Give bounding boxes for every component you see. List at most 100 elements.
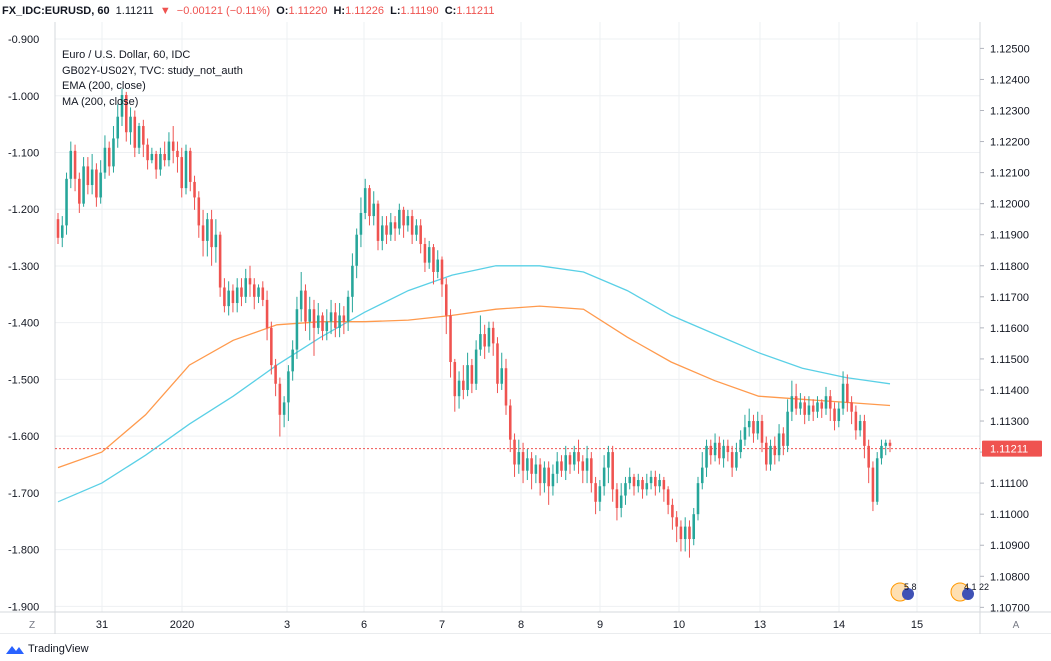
candle-body[interactable] bbox=[645, 483, 649, 490]
candle-body[interactable] bbox=[252, 284, 256, 297]
candle-body[interactable] bbox=[201, 225, 205, 241]
candle-body[interactable] bbox=[90, 169, 94, 186]
candle-body[interactable] bbox=[351, 265, 354, 297]
candle-body[interactable] bbox=[325, 321, 329, 331]
candle-body[interactable] bbox=[526, 458, 529, 471]
candle-body[interactable] bbox=[295, 309, 299, 350]
candle-body[interactable] bbox=[261, 287, 265, 300]
candle-body[interactable] bbox=[210, 219, 213, 248]
candle-body[interactable] bbox=[415, 225, 418, 235]
event-flag-icon[interactable]: 4 1 22 bbox=[950, 582, 989, 602]
candle-body[interactable] bbox=[470, 365, 474, 384]
candle-body[interactable] bbox=[611, 452, 614, 490]
candle-body[interactable] bbox=[581, 461, 585, 471]
candle-body[interactable] bbox=[500, 368, 504, 384]
candle-body[interactable] bbox=[95, 169, 98, 198]
candle-body[interactable] bbox=[641, 480, 644, 490]
candle-body[interactable] bbox=[504, 368, 508, 406]
candle-body[interactable] bbox=[824, 396, 828, 409]
candle-body[interactable] bbox=[799, 402, 802, 409]
candle-body[interactable] bbox=[666, 489, 670, 505]
candle-body[interactable] bbox=[735, 452, 738, 468]
candle-body[interactable] bbox=[423, 244, 427, 263]
candle-body[interactable] bbox=[184, 150, 188, 189]
candle-body[interactable] bbox=[197, 197, 201, 226]
candle-body[interactable] bbox=[240, 287, 243, 297]
candle-body[interactable] bbox=[837, 408, 841, 422]
candle-body[interactable] bbox=[871, 467, 875, 502]
candle-body[interactable] bbox=[858, 421, 862, 431]
legend-ma[interactable]: MA (200, close) bbox=[62, 95, 139, 108]
candle-body[interactable] bbox=[466, 365, 469, 390]
candle-body[interactable] bbox=[86, 166, 90, 186]
candle-body[interactable] bbox=[572, 452, 576, 465]
candle-body[interactable] bbox=[346, 296, 350, 322]
candle-body[interactable] bbox=[60, 225, 64, 238]
candle-body[interactable] bbox=[568, 455, 572, 465]
candle-body[interactable] bbox=[880, 445, 883, 459]
candle-body[interactable] bbox=[227, 290, 230, 307]
candle-body[interactable] bbox=[171, 141, 175, 151]
candle-body[interactable] bbox=[231, 290, 235, 304]
candle-body[interactable] bbox=[299, 290, 303, 310]
candle-body[interactable] bbox=[491, 327, 495, 344]
candle-body[interactable] bbox=[355, 234, 358, 266]
candle-body[interactable] bbox=[564, 455, 568, 471]
candle-body[interactable] bbox=[449, 315, 452, 363]
candle-body[interactable] bbox=[747, 421, 751, 428]
candle-body[interactable] bbox=[308, 309, 312, 322]
candle-body[interactable] bbox=[265, 299, 269, 328]
candle-body[interactable] bbox=[521, 452, 525, 471]
candle-body[interactable] bbox=[304, 290, 307, 322]
candle-body[interactable] bbox=[112, 138, 115, 167]
candle-body[interactable] bbox=[619, 495, 623, 508]
candle-body[interactable] bbox=[188, 150, 192, 182]
candle-body[interactable] bbox=[662, 480, 666, 490]
tradingview-logo[interactable]: TradingView bbox=[6, 643, 89, 655]
candle-body[interactable] bbox=[474, 349, 478, 384]
candle-body[interactable] bbox=[129, 116, 132, 133]
candle-body[interactable] bbox=[103, 147, 107, 173]
candle-body[interactable] bbox=[538, 464, 542, 484]
candle-body[interactable] bbox=[875, 458, 879, 502]
candlestick-chart[interactable]: -0.900 -1.000 -1.100 -1.200 -1.300 -1.400 -1.5… bbox=[0, 22, 1051, 635]
candle-body[interactable] bbox=[368, 188, 371, 217]
candle-body[interactable] bbox=[78, 178, 81, 204]
candle-body[interactable] bbox=[534, 464, 538, 474]
candle-body[interactable] bbox=[602, 467, 606, 487]
candle-body[interactable] bbox=[841, 383, 845, 409]
candle-body[interactable] bbox=[739, 439, 742, 453]
candle-body[interactable] bbox=[607, 452, 610, 468]
candle-body[interactable] bbox=[636, 480, 640, 487]
candle-body[interactable] bbox=[124, 94, 128, 133]
candle-body[interactable] bbox=[764, 442, 768, 465]
candle-body[interactable] bbox=[517, 452, 521, 465]
candle-body[interactable] bbox=[398, 209, 401, 229]
candle-body[interactable] bbox=[790, 396, 794, 412]
candle-body[interactable] bbox=[342, 315, 346, 322]
candle-body[interactable] bbox=[884, 442, 888, 446]
candle-body[interactable] bbox=[120, 94, 124, 117]
candle-body[interactable] bbox=[828, 396, 832, 409]
candle-body[interactable] bbox=[163, 153, 166, 161]
candle-body[interactable] bbox=[432, 247, 435, 272]
candle-body[interactable] bbox=[206, 219, 209, 241]
candle-body[interactable] bbox=[683, 526, 687, 540]
candle-body[interactable] bbox=[730, 452, 734, 468]
candle-body[interactable] bbox=[782, 433, 785, 446]
candle-body[interactable] bbox=[56, 219, 60, 238]
candle-body[interactable] bbox=[696, 483, 700, 515]
candle-body[interactable] bbox=[752, 421, 755, 434]
candle-body[interactable] bbox=[483, 334, 486, 347]
candle-body[interactable] bbox=[811, 405, 815, 412]
candle-body[interactable] bbox=[274, 365, 277, 384]
candle-body[interactable] bbox=[700, 467, 704, 484]
candle-body[interactable] bbox=[329, 312, 333, 322]
candle-body[interactable] bbox=[363, 188, 367, 213]
candle-body[interactable] bbox=[530, 458, 533, 474]
candle-body[interactable] bbox=[65, 178, 68, 226]
legend-study[interactable]: GB02Y-US02Y, TVC: study_not_auth bbox=[62, 64, 243, 77]
candle-body[interactable] bbox=[73, 150, 77, 179]
candle-body[interactable] bbox=[769, 445, 772, 465]
candle-body[interactable] bbox=[167, 141, 171, 161]
